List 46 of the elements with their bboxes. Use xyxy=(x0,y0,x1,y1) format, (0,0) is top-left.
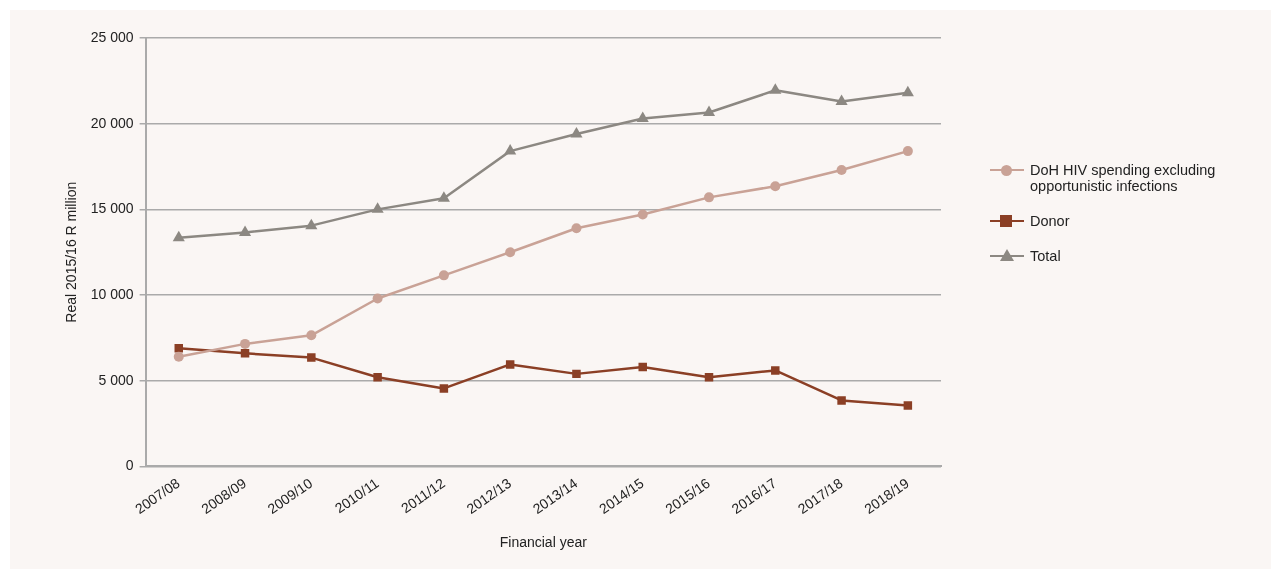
point xyxy=(903,401,913,410)
point xyxy=(704,192,715,203)
point xyxy=(305,218,318,230)
x-axis-title: Financial year xyxy=(499,534,588,551)
y-tick-label: 10 000 xyxy=(90,285,134,302)
point xyxy=(439,384,449,393)
point xyxy=(901,85,914,97)
point xyxy=(836,164,847,175)
point xyxy=(902,146,913,157)
point xyxy=(505,247,516,258)
point xyxy=(702,105,716,117)
point xyxy=(769,83,782,94)
point xyxy=(372,293,383,304)
y-tick-label: 25 000 xyxy=(90,28,134,45)
point xyxy=(240,349,250,358)
point xyxy=(835,94,848,105)
y-axis-title: Real 2015/16 R million xyxy=(63,181,80,323)
point xyxy=(173,351,184,362)
y-tick-label: 20 000 xyxy=(90,114,134,131)
point xyxy=(704,373,714,382)
point xyxy=(637,209,648,220)
legend-label: DoH HIV spending excluding opportunistic infections xyxy=(1030,162,1217,194)
point xyxy=(438,270,449,281)
point xyxy=(373,373,382,382)
point xyxy=(571,223,582,234)
point xyxy=(437,191,450,202)
point xyxy=(505,360,515,369)
point xyxy=(770,181,781,192)
point xyxy=(240,338,251,349)
point xyxy=(837,396,846,405)
point xyxy=(570,126,583,138)
point xyxy=(238,225,252,236)
point xyxy=(771,366,780,375)
point xyxy=(371,202,384,213)
point xyxy=(306,330,317,341)
point xyxy=(172,230,185,242)
y-tick-label: 15 000 xyxy=(90,200,134,217)
y-tick-label: 0 xyxy=(125,457,134,474)
point xyxy=(572,369,581,379)
legend-label: Donor xyxy=(1030,213,1070,229)
point xyxy=(638,362,647,372)
y-tick-label: 5 000 xyxy=(98,371,134,388)
point xyxy=(307,353,316,362)
legend-label: Total xyxy=(1030,248,1061,264)
point xyxy=(636,111,649,123)
point xyxy=(504,144,517,155)
